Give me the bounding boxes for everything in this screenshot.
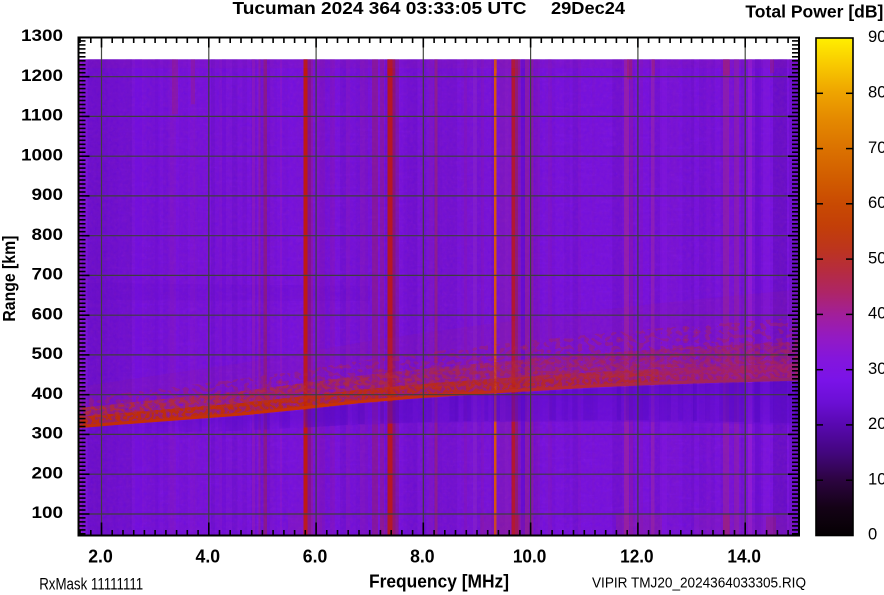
svg-text:100: 100 [32, 504, 64, 522]
svg-text:Total Power [dB]: Total Power [dB] [745, 2, 883, 22]
svg-text:Tucuman 2024 364 03:33:05 UTC: Tucuman 2024 364 03:33:05 UTC [233, 0, 527, 18]
svg-text:1200: 1200 [21, 67, 63, 85]
svg-text:2.0: 2.0 [88, 546, 113, 567]
svg-text:40: 40 [868, 304, 884, 323]
svg-text:30: 30 [868, 359, 884, 378]
svg-text:Range [km]: Range [km] [0, 236, 19, 322]
svg-text:400: 400 [32, 385, 64, 403]
svg-text:4.0: 4.0 [196, 546, 221, 567]
svg-text:29Dec24: 29Dec24 [551, 0, 625, 18]
svg-text:70: 70 [868, 138, 884, 157]
svg-text:1000: 1000 [21, 146, 63, 164]
svg-text:0: 0 [868, 525, 877, 544]
svg-text:600: 600 [32, 305, 64, 323]
svg-text:Frequency [MHz]: Frequency [MHz] [369, 571, 509, 592]
svg-text:80: 80 [868, 83, 884, 102]
svg-text:RxMask 11111111: RxMask 11111111 [39, 575, 143, 593]
svg-text:VIPIR TMJ20_2024364033305.RIQ: VIPIR TMJ20_2024364033305.RIQ [592, 575, 806, 592]
svg-text:20: 20 [868, 414, 884, 433]
svg-text:200: 200 [32, 464, 64, 482]
svg-text:700: 700 [32, 266, 64, 284]
svg-text:10.0: 10.0 [513, 546, 547, 567]
svg-text:60: 60 [868, 193, 884, 212]
svg-text:90: 90 [868, 27, 884, 46]
svg-text:12.0: 12.0 [620, 546, 654, 567]
svg-text:800: 800 [32, 226, 64, 244]
svg-text:8.0: 8.0 [410, 546, 435, 567]
svg-text:1100: 1100 [21, 107, 63, 125]
svg-text:500: 500 [32, 345, 64, 363]
svg-text:14.0: 14.0 [727, 546, 761, 567]
svg-text:1300: 1300 [21, 27, 63, 45]
svg-text:900: 900 [32, 186, 64, 204]
svg-text:10: 10 [868, 469, 884, 488]
svg-text:300: 300 [32, 425, 64, 443]
svg-text:50: 50 [868, 248, 884, 267]
svg-text:6.0: 6.0 [303, 546, 328, 567]
